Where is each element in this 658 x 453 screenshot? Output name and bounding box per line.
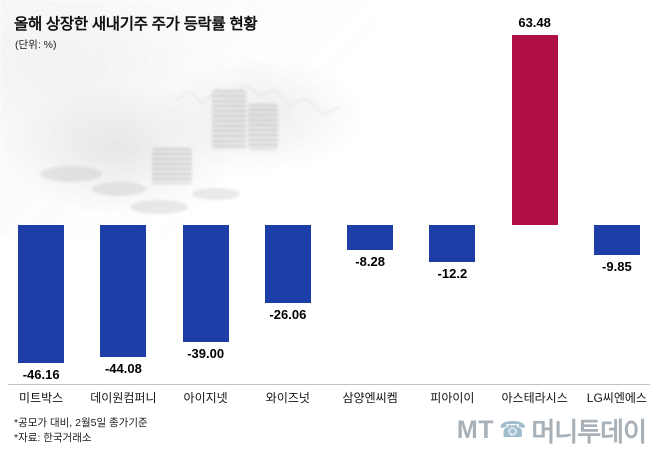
logo-name-text: 머니투데이 — [531, 417, 647, 447]
bar-value-label: -44.08 — [104, 361, 142, 377]
chart-title: 올해 상장한 새내기주 주가 등락률 현황 — [14, 16, 258, 33]
bar-negative — [429, 225, 476, 262]
bar-value-label: -46.16 — [22, 367, 60, 383]
bar-value-label: -9.85 — [602, 258, 632, 274]
bar-value-label: -8.28 — [355, 253, 385, 269]
footnote-data-source: *자료: 한국거래소 — [14, 431, 92, 444]
footnotes: *공모가 대비, 2월5일 종가기준 *자료: 한국거래소 — [14, 416, 148, 445]
bar-negative — [18, 225, 65, 364]
bar-negative — [264, 225, 311, 304]
category-label: 아이지넷 — [183, 391, 228, 405]
category-label: 데이원컴퍼니 — [90, 391, 157, 405]
bar-value-label: -39.00 — [187, 346, 225, 361]
bar-positive — [511, 34, 558, 225]
category-label: 피아이이 — [430, 391, 475, 405]
category-label: 미트박스 — [19, 391, 64, 405]
bar-negative — [100, 225, 147, 358]
category-label: 삼양엔씨켐 — [342, 391, 398, 405]
category-label: 아스테라시스 — [501, 391, 568, 405]
category-label: 와이즈넛 — [265, 391, 310, 405]
category-label: LG씨엔에스 — [586, 391, 647, 405]
bar-value-label: -26.06 — [269, 307, 307, 323]
bar-negative — [182, 225, 229, 342]
phone-icon: ☎ — [498, 416, 527, 442]
footnote-source-basis: *공모가 대비, 2월5일 종가기준 — [14, 417, 148, 429]
bar-value-label: 63.48 — [518, 14, 551, 30]
bar-negative — [347, 225, 394, 250]
bar-value-label: -12.2 — [437, 265, 468, 281]
unit-label: (단위: %) — [15, 39, 57, 51]
x-axis-line — [8, 384, 650, 385]
bar-negative — [593, 225, 640, 255]
moneytoday-logo: MT ☎ 머니투데이 — [456, 412, 647, 449]
logo-mt-text: MT — [456, 416, 494, 444]
